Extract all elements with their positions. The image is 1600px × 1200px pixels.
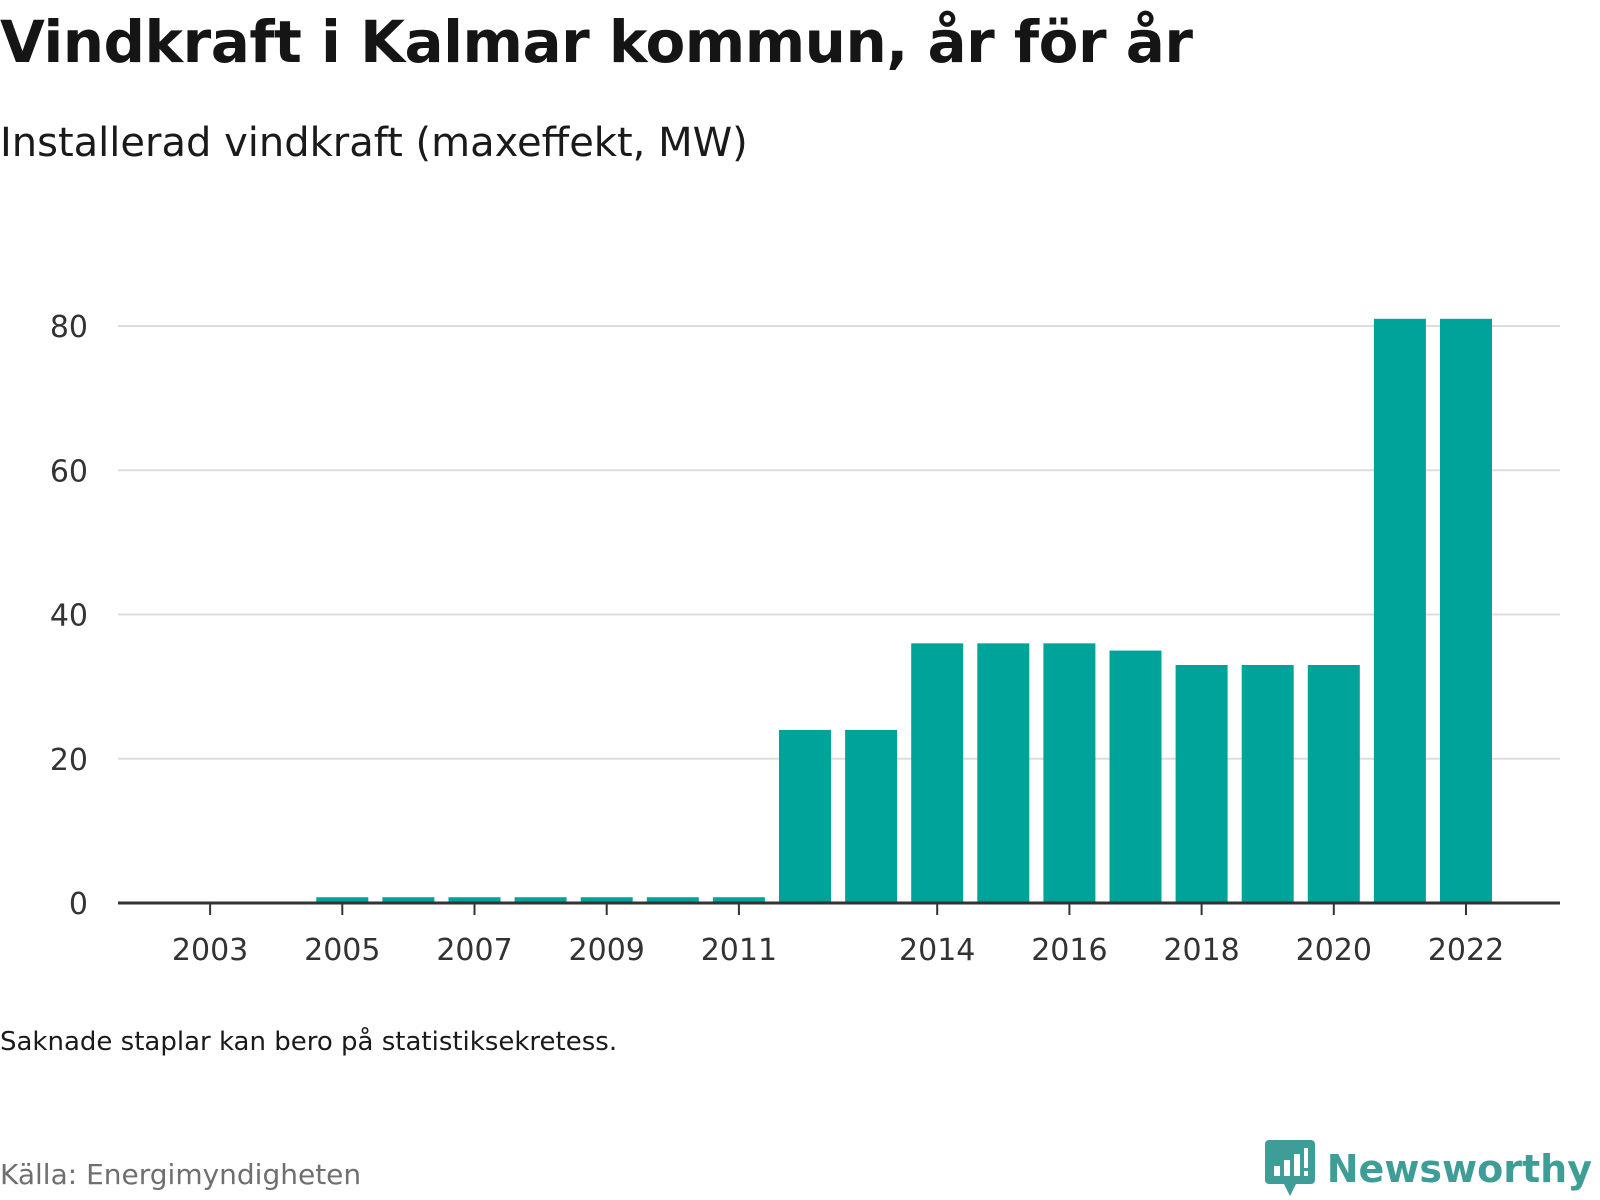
x-tick-label: 2016 bbox=[1031, 933, 1107, 968]
bar-2022 bbox=[1440, 318, 1492, 904]
brand: Newsworthy bbox=[1264, 1140, 1592, 1198]
bar-2019 bbox=[1241, 664, 1294, 903]
newsworthy-logo-icon bbox=[1264, 1140, 1315, 1196]
bar-2018 bbox=[1175, 664, 1228, 903]
x-tick-label: 2003 bbox=[172, 933, 248, 968]
bar-2009 bbox=[580, 897, 633, 903]
bar-2006 bbox=[382, 897, 435, 903]
y-axis-labels: 0 20 40 60 80 bbox=[50, 310, 88, 922]
bar-2005 bbox=[316, 897, 369, 903]
bar-2014 bbox=[911, 643, 964, 903]
bar-2020 bbox=[1307, 664, 1360, 903]
bar-2008 bbox=[514, 897, 567, 903]
x-axis-labels: 2003 2005 2007 2009 2011 2014 2016 2018 2020 2022 bbox=[172, 933, 1504, 968]
bar-2016 bbox=[1043, 643, 1096, 903]
x-tick-label: 2014 bbox=[899, 933, 975, 968]
x-tick-label: 2007 bbox=[436, 933, 512, 968]
bar-2013 bbox=[845, 729, 898, 903]
bar-2011 bbox=[712, 897, 765, 903]
x-tick-label: 2020 bbox=[1296, 933, 1372, 968]
footnote: Saknade staplar kan bero på statistiksek… bbox=[0, 1027, 618, 1057]
x-tick-label: 2005 bbox=[304, 933, 380, 968]
y-tick-label: 80 bbox=[50, 310, 88, 345]
x-axis bbox=[118, 901, 1560, 915]
chart-title: Vindkraft i Kalmar kommun, år för år bbox=[0, 8, 1193, 76]
bars bbox=[316, 318, 1492, 904]
bar-2021 bbox=[1373, 318, 1426, 904]
bar-2010 bbox=[646, 897, 699, 903]
x-tick-label: 2009 bbox=[569, 933, 645, 968]
y-tick-label: 20 bbox=[50, 743, 88, 778]
bar-2007 bbox=[448, 897, 501, 903]
y-tick-label: 40 bbox=[50, 599, 88, 634]
bar-2015 bbox=[977, 643, 1030, 903]
brand-name: Newsworthy bbox=[1326, 1147, 1592, 1191]
bar-2017 bbox=[1109, 650, 1162, 903]
chart-subtitle: Installerad vindkraft (maxeffekt, MW) bbox=[0, 120, 748, 166]
y-tick-label: 0 bbox=[69, 887, 88, 922]
x-tick-label: 2011 bbox=[701, 933, 777, 968]
x-tick-label: 2018 bbox=[1163, 933, 1239, 968]
source-text: Källa: Energimyndigheten bbox=[0, 1158, 362, 1191]
bar-2012 bbox=[779, 729, 831, 903]
x-tick-label: 2022 bbox=[1428, 933, 1504, 968]
y-tick-label: 60 bbox=[50, 454, 88, 489]
